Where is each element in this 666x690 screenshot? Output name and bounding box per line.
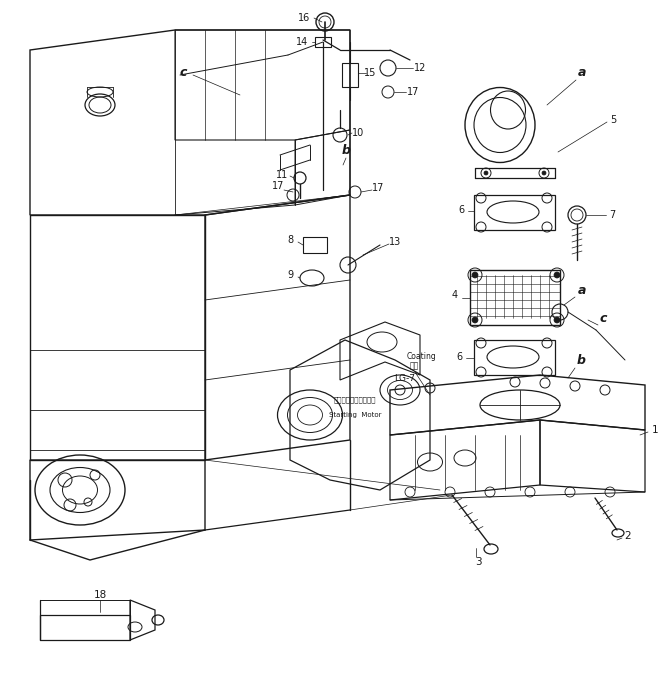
Text: 5: 5: [610, 115, 616, 125]
Circle shape: [554, 317, 560, 323]
Text: 6: 6: [458, 205, 464, 215]
Text: c: c: [599, 311, 607, 324]
Text: 7: 7: [609, 210, 615, 220]
Text: スターティングモータ: スターティングモータ: [334, 397, 376, 403]
Text: b: b: [342, 144, 350, 157]
Text: 17: 17: [272, 181, 284, 191]
Circle shape: [472, 317, 478, 323]
Text: c: c: [179, 66, 186, 79]
Text: a: a: [578, 66, 586, 79]
Text: 塗布: 塗布: [410, 362, 420, 371]
Text: 17: 17: [372, 183, 384, 193]
Text: Coating: Coating: [407, 351, 437, 360]
Text: 14: 14: [296, 37, 308, 47]
Text: 11: 11: [276, 170, 288, 180]
Circle shape: [484, 171, 488, 175]
Text: LG-7: LG-7: [394, 373, 415, 382]
Text: b: b: [577, 353, 585, 366]
Bar: [315, 37, 331, 47]
Text: 13: 13: [389, 237, 401, 247]
Text: 17: 17: [407, 87, 419, 97]
Text: Starting  Motor: Starting Motor: [329, 412, 381, 418]
Text: 12: 12: [414, 63, 426, 73]
Text: 8: 8: [287, 235, 293, 245]
Text: 3: 3: [475, 557, 482, 567]
Text: a: a: [578, 284, 586, 297]
Circle shape: [542, 171, 546, 175]
Bar: [303, 237, 327, 253]
Text: 16: 16: [298, 13, 310, 23]
Text: 9: 9: [287, 270, 293, 280]
Text: 2: 2: [625, 531, 631, 541]
Circle shape: [472, 272, 478, 278]
Text: 10: 10: [352, 128, 364, 138]
Text: 4: 4: [452, 290, 458, 300]
Text: 1: 1: [652, 425, 658, 435]
Text: 15: 15: [364, 68, 376, 78]
Circle shape: [554, 272, 560, 278]
Bar: [342, 63, 358, 87]
Text: 6: 6: [456, 352, 462, 362]
Text: 18: 18: [93, 590, 107, 600]
